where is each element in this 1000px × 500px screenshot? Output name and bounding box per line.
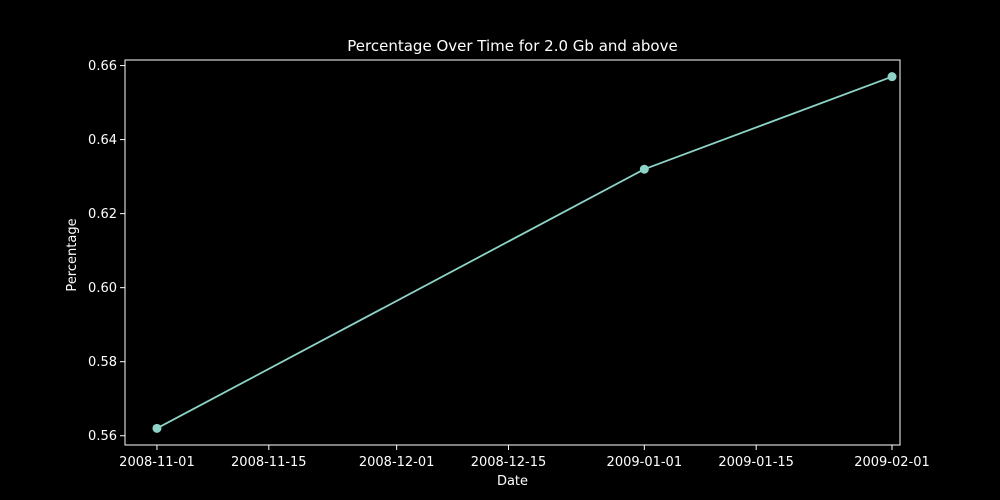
x-tick-label: 2008-11-01: [119, 455, 195, 470]
x-axis-ticks: 2008-11-01 2008-11-15 2008-12-01 2008-12-15…: [119, 445, 930, 470]
x-tick-label: 2009-02-01: [854, 455, 930, 470]
x-tick-label: 2008-12-15: [471, 455, 547, 470]
data-point: [887, 72, 897, 82]
x-tick-label: 2009-01-01: [607, 455, 683, 470]
y-tick-label: 0.66: [88, 59, 117, 74]
data-point: [639, 164, 649, 174]
y-tick-label: 0.56: [88, 429, 117, 444]
y-tick-label: 0.64: [88, 133, 117, 148]
x-tick-label: 2008-12-01: [359, 455, 435, 470]
chart-title: Percentage Over Time for 2.0 Gb and abov…: [347, 37, 677, 55]
plot-frame: [124, 59, 901, 446]
y-axis-label: Percentage: [65, 218, 80, 291]
x-axis-label: Date: [497, 474, 528, 489]
y-tick-label: 0.62: [88, 207, 117, 222]
data-point: [152, 423, 162, 433]
y-axis-ticks: 0.56 0.58 0.60 0.62 0.64 0.66: [88, 59, 125, 444]
plot-series: [152, 72, 897, 433]
y-tick-label: 0.60: [88, 281, 117, 296]
x-tick-label: 2009-01-15: [718, 455, 794, 470]
x-tick-label: 2008-11-15: [231, 455, 307, 470]
y-tick-label: 0.58: [88, 355, 117, 370]
